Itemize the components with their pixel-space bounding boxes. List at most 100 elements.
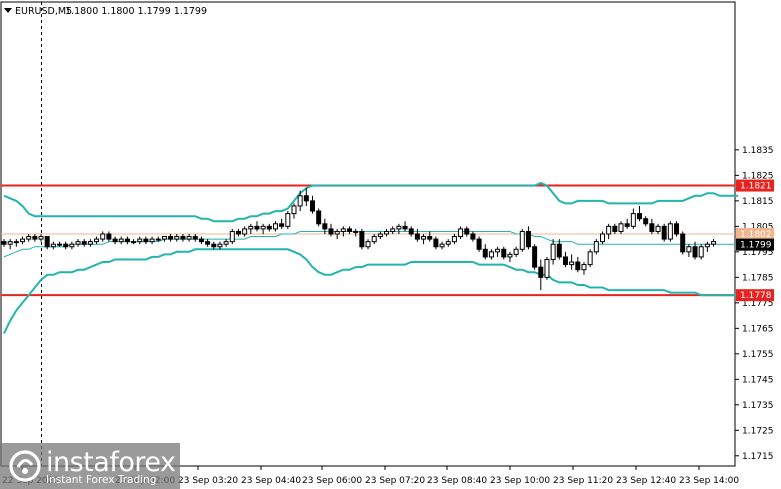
candle-body <box>248 225 254 230</box>
candle <box>94 236 100 245</box>
candle <box>396 223 402 234</box>
candle <box>624 218 630 229</box>
candle-body <box>229 230 235 243</box>
candle-body <box>211 243 217 248</box>
candle-body <box>618 223 624 232</box>
candle-body <box>94 238 100 243</box>
candle-body <box>198 238 204 243</box>
candle-body <box>513 248 519 255</box>
candle <box>421 234 427 245</box>
candle <box>606 223 612 240</box>
candle-body <box>538 266 544 278</box>
x-tick-label: 23 Sep 14:00 <box>679 476 739 486</box>
candle <box>556 239 562 260</box>
brand-tagline: Instant Forex Trading <box>46 474 157 486</box>
candle-body <box>606 225 612 235</box>
y-tick-label: 1.1765 <box>742 324 774 334</box>
candle <box>13 239 19 247</box>
candle <box>87 239 93 247</box>
price-badge <box>736 228 774 240</box>
candle-body <box>44 236 50 248</box>
candle <box>112 236 118 245</box>
candle <box>291 203 297 219</box>
candle <box>303 188 309 206</box>
candle <box>316 208 322 227</box>
candle-body <box>81 241 87 245</box>
x-tick-label: 23 Sep 12:40 <box>616 476 676 486</box>
candle-body <box>272 223 278 230</box>
candle <box>180 234 186 242</box>
candle <box>408 226 414 237</box>
candle <box>38 234 44 242</box>
candle-body <box>402 225 408 230</box>
candle <box>229 228 235 245</box>
candle-body <box>87 241 93 245</box>
candle <box>445 239 451 247</box>
candle <box>118 236 124 245</box>
candle <box>637 205 643 222</box>
upper-band-line <box>3 181 739 223</box>
candle <box>223 239 229 247</box>
candle-body <box>544 258 550 278</box>
candle-body <box>322 223 328 230</box>
candle <box>365 239 371 250</box>
candle-body <box>637 213 643 220</box>
candle <box>155 236 161 242</box>
candle-body <box>624 223 630 227</box>
x-tick-label: 23 Sep 10:00 <box>490 476 550 486</box>
candle-body <box>174 236 180 240</box>
candle <box>482 244 488 260</box>
candle-body <box>112 238 118 243</box>
current-price-label: 1.1799 <box>740 241 772 251</box>
candle <box>674 221 680 237</box>
candle <box>476 236 482 252</box>
candle-body <box>279 223 285 227</box>
candle-body <box>476 238 482 250</box>
candle-body <box>310 200 315 212</box>
candle-body <box>1 241 7 245</box>
candle-body <box>686 246 692 253</box>
candle-body <box>7 241 13 245</box>
candle <box>328 223 334 237</box>
candle <box>143 236 149 245</box>
candle <box>161 236 167 242</box>
candle-body <box>161 236 167 240</box>
candle-body <box>347 228 353 232</box>
candle-body <box>149 238 155 243</box>
candle-body <box>328 228 334 235</box>
candle-body <box>63 243 69 248</box>
candle-body <box>661 225 667 240</box>
candle-body <box>13 241 19 244</box>
level-badge <box>736 179 774 192</box>
candle <box>260 223 266 234</box>
candle-body <box>316 210 322 225</box>
y-tick-label: 1.1815 <box>742 197 774 207</box>
candle-body <box>377 233 383 238</box>
candle <box>544 256 550 280</box>
candle <box>507 251 513 263</box>
candle <box>451 234 457 245</box>
candle <box>75 239 81 247</box>
candle <box>340 226 346 237</box>
price-badge-label: 1.1802 <box>740 230 772 240</box>
candle-body <box>396 225 402 230</box>
candle <box>630 208 636 229</box>
candle-body <box>384 230 390 235</box>
candle <box>205 239 211 247</box>
candle-body <box>242 228 248 235</box>
candle-body <box>704 243 710 248</box>
candle-body <box>205 241 211 245</box>
candle-body <box>235 230 241 235</box>
candle-body <box>223 241 229 245</box>
candle <box>711 239 717 247</box>
dropdown-arrow-icon[interactable] <box>4 8 12 13</box>
candle <box>334 228 340 240</box>
candle <box>242 226 248 237</box>
candle <box>525 226 531 250</box>
x-tick-label: 23 Sep 04:40 <box>241 476 301 486</box>
instaforex-logo: instaforex Instant Forex Trading <box>0 443 180 489</box>
candle <box>414 228 420 242</box>
candle <box>174 234 180 242</box>
candle <box>569 254 575 270</box>
candle-body <box>20 238 26 243</box>
